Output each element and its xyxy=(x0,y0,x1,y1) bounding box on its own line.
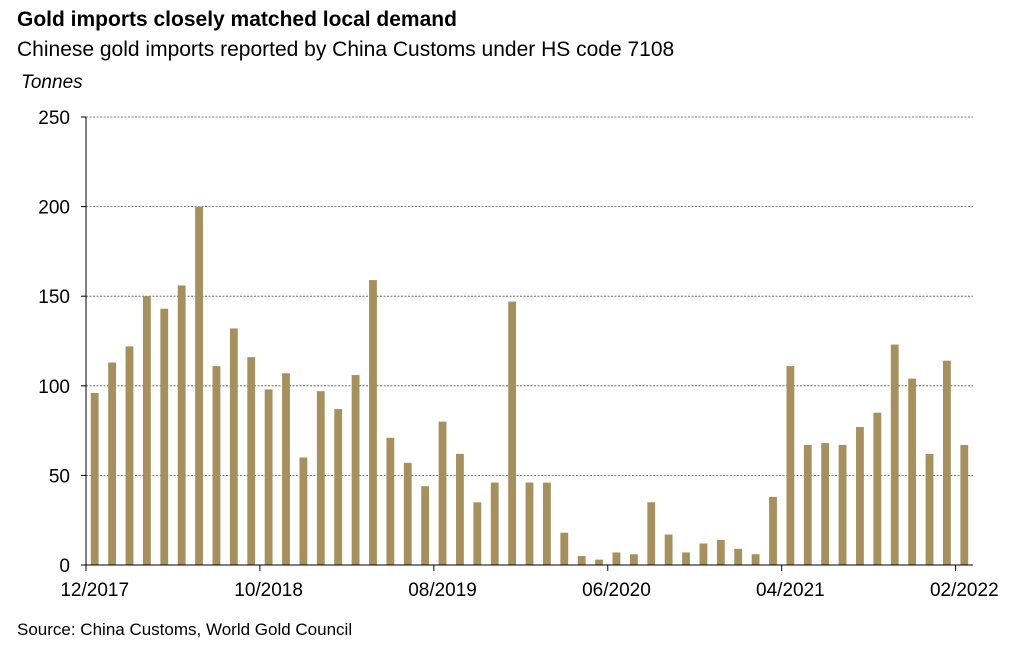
x-tick-label: 12/2017 xyxy=(60,580,129,601)
bar-10-2019 xyxy=(473,502,482,565)
bar-06-2019 xyxy=(403,462,412,565)
y-tick-label: 0 xyxy=(59,556,70,577)
y-tick-label: 250 xyxy=(38,108,70,129)
bar-03-2018 xyxy=(142,296,151,565)
source-note: Source: China Customs, World Gold Counci… xyxy=(17,620,353,639)
y-tick-label: 100 xyxy=(38,377,70,398)
x-tick-label: 06/2020 xyxy=(582,580,651,601)
y-tick-label: 150 xyxy=(38,287,70,308)
bar-08-2019 xyxy=(438,421,447,565)
x-tick-labels: 12/2017 10/2018 08/2019 06/2020 04/2021 02/20… xyxy=(60,580,998,601)
x-tick-label: 10/2018 xyxy=(234,580,303,601)
y-tick-labels: 0 50 100 150 200 250 xyxy=(38,108,70,577)
y-axis-unit-label: Tonnes xyxy=(21,72,83,93)
bar-05-2020 xyxy=(595,559,603,565)
bar-07-2021 xyxy=(838,444,847,565)
bar-05-2021 xyxy=(803,444,812,565)
axes xyxy=(81,116,973,571)
bar-08-2018 xyxy=(229,328,238,565)
y-tick-label: 200 xyxy=(38,198,70,219)
chart-title: Gold imports closely matched local deman… xyxy=(17,8,457,31)
bar-01-2019 xyxy=(316,391,325,565)
bar-09-2019 xyxy=(456,453,464,565)
bar-02-2020 xyxy=(542,482,551,565)
bar-04-2019 xyxy=(369,280,377,565)
bar-04-2018 xyxy=(160,308,169,565)
bar-09-2021 xyxy=(873,412,882,565)
bar-12-2017 xyxy=(90,392,99,565)
bar-11-2020 xyxy=(699,543,708,565)
bar-03-2020 xyxy=(560,532,569,565)
bar-02-2021 xyxy=(751,554,760,565)
bar-08-2020 xyxy=(647,502,656,565)
bar-11-2021 xyxy=(908,378,917,565)
bar-10-2021 xyxy=(890,344,899,565)
x-tick-label: 02/2022 xyxy=(930,580,999,601)
bar-09-2018 xyxy=(247,357,256,565)
x-tick-label: 04/2021 xyxy=(756,580,825,601)
bar-01-2018 xyxy=(108,362,117,565)
bar-09-2020 xyxy=(664,534,673,565)
bar-07-2019 xyxy=(421,486,430,565)
bar-03-2019 xyxy=(351,375,360,565)
bar-01-2022 xyxy=(942,360,951,565)
bar-01-2020 xyxy=(525,482,534,565)
bar-04-2020 xyxy=(577,556,586,565)
x-tick-label: 08/2019 xyxy=(408,580,477,601)
bar-06-2020 xyxy=(612,552,621,565)
bar-06-2021 xyxy=(821,443,830,565)
bar-06-2018 xyxy=(195,206,203,565)
bar-07-2018 xyxy=(212,366,221,565)
bar-11-2018 xyxy=(282,373,290,565)
chart-subtitle: Chinese gold imports reported by China C… xyxy=(17,38,675,61)
bar-12-2021 xyxy=(925,453,934,565)
bars xyxy=(90,206,969,565)
bar-12-2018 xyxy=(299,457,308,565)
bar-12-2020 xyxy=(716,539,725,565)
bar-05-2019 xyxy=(386,437,395,565)
bar-02-2022 xyxy=(960,444,969,565)
bar-11-2019 xyxy=(490,482,499,565)
bar-02-2019 xyxy=(334,409,343,565)
y-tick-label: 50 xyxy=(49,466,70,487)
bar-12-2019 xyxy=(508,301,517,565)
bar-03-2021 xyxy=(769,496,777,565)
bar-08-2021 xyxy=(856,427,864,565)
bar-05-2018 xyxy=(177,285,186,565)
bar-10-2018 xyxy=(264,389,273,565)
bar-02-2018 xyxy=(125,346,134,565)
bar-07-2020 xyxy=(629,554,638,565)
bar-01-2021 xyxy=(734,548,743,565)
bar-10-2020 xyxy=(682,552,690,565)
bar-04-2021 xyxy=(786,366,795,565)
